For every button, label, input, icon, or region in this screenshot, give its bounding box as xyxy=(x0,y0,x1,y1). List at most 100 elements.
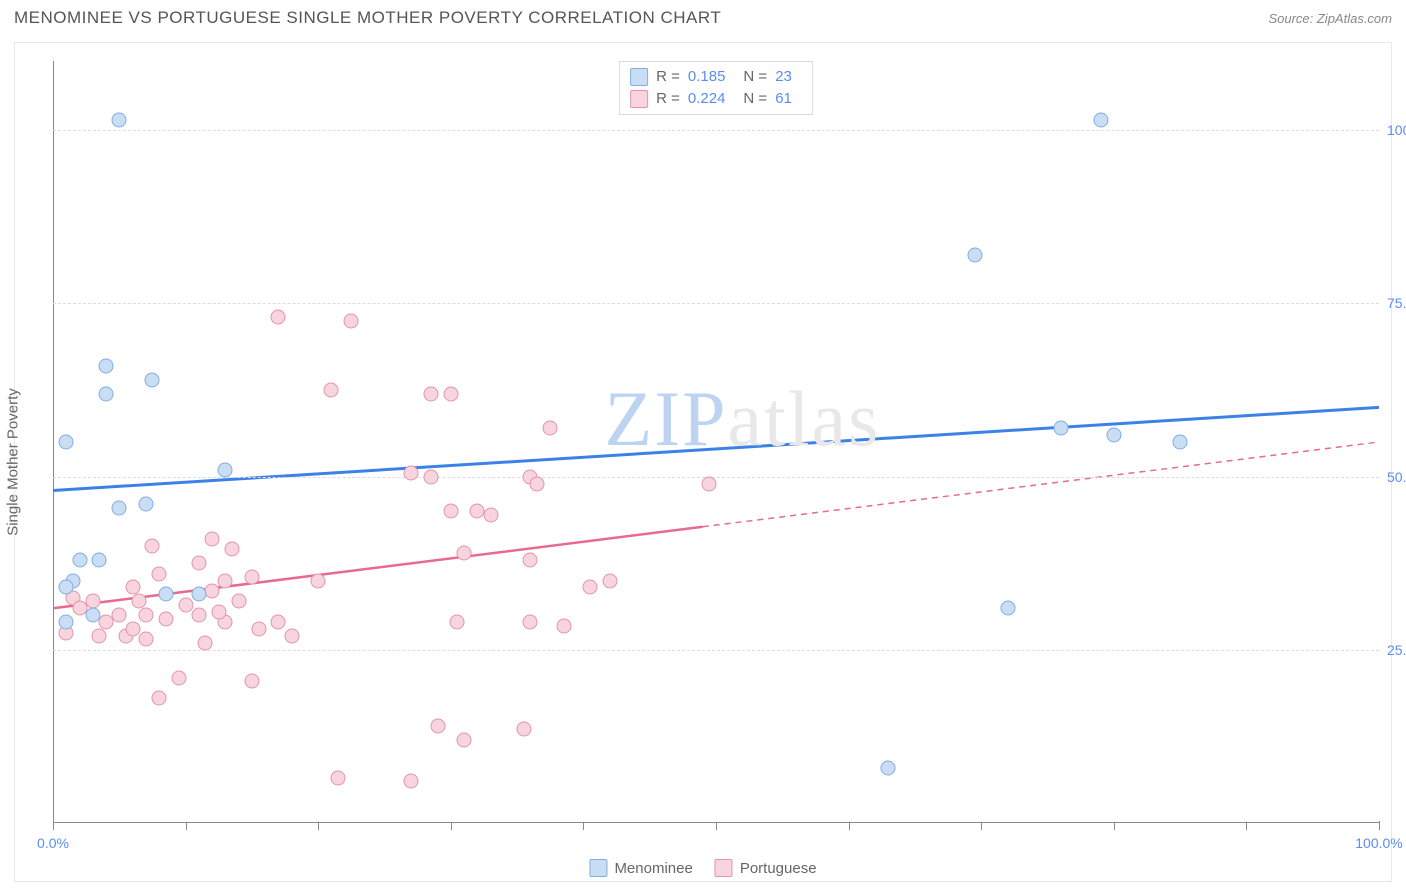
portuguese-marker xyxy=(218,573,233,588)
portuguese-marker xyxy=(523,615,538,630)
portuguese-marker xyxy=(543,421,558,436)
portuguese-marker xyxy=(331,770,346,785)
menominee-marker xyxy=(72,552,87,567)
portuguese-marker xyxy=(191,608,206,623)
portuguese-marker xyxy=(443,386,458,401)
x-tick xyxy=(583,823,584,830)
portuguese-marker xyxy=(271,615,286,630)
x-tick xyxy=(716,823,717,830)
portuguese-marker xyxy=(423,469,438,484)
x-tick xyxy=(451,823,452,830)
portuguese-marker xyxy=(198,635,213,650)
menominee-marker xyxy=(1053,421,1068,436)
menominee-marker xyxy=(59,580,74,595)
portuguese-marker xyxy=(211,604,226,619)
portuguese-marker xyxy=(523,552,538,567)
menominee-marker xyxy=(112,112,127,127)
portuguese-swatch xyxy=(630,90,648,108)
menominee-marker xyxy=(1093,112,1108,127)
grid-line xyxy=(53,650,1379,651)
portuguese-marker xyxy=(152,691,167,706)
r-label: R = xyxy=(656,88,680,110)
portuguese-marker xyxy=(92,628,107,643)
y-tick-label: 100.0% xyxy=(1381,122,1406,138)
chart-container: Single Mother Poverty ZIPatlas R = 0.185… xyxy=(14,42,1392,882)
x-tick-major xyxy=(1379,821,1380,830)
grid-line xyxy=(53,303,1379,304)
portuguese-marker xyxy=(404,774,419,789)
portuguese-marker xyxy=(125,622,140,637)
plot-area: ZIPatlas R = 0.185 N = 23 R = 0.224 N = … xyxy=(53,61,1379,823)
portuguese-n-value: 61 xyxy=(775,88,792,110)
menominee-marker xyxy=(112,500,127,515)
portuguese-marker xyxy=(430,719,445,734)
portuguese-marker xyxy=(423,386,438,401)
legend-item-portuguese: Portuguese xyxy=(715,859,817,877)
menominee-marker xyxy=(967,247,982,262)
portuguese-marker xyxy=(516,722,531,737)
portuguese-label: Portuguese xyxy=(740,860,817,877)
x-tick xyxy=(981,823,982,830)
series-legend: Menominee Portuguese xyxy=(589,859,816,877)
x-tick xyxy=(1114,823,1115,830)
y-tick-label: 50.0% xyxy=(1381,469,1406,485)
source-prefix: Source: xyxy=(1268,11,1316,26)
portuguese-marker xyxy=(205,583,220,598)
portuguese-marker xyxy=(529,476,544,491)
portuguese-marker xyxy=(244,570,259,585)
stats-row-portuguese: R = 0.224 N = 61 xyxy=(630,88,802,110)
portuguese-marker xyxy=(483,507,498,522)
menominee-marker xyxy=(191,587,206,602)
menominee-n-value: 23 xyxy=(775,66,792,88)
portuguese-marker xyxy=(99,615,114,630)
portuguese-r-value: 0.224 xyxy=(688,88,726,110)
portuguese-marker xyxy=(583,580,598,595)
y-tick-label: 75.0% xyxy=(1381,295,1406,311)
x-tick xyxy=(186,823,187,830)
portuguese-marker xyxy=(145,538,160,553)
menominee-marker xyxy=(1173,435,1188,450)
menominee-marker xyxy=(99,358,114,373)
x-tick-label: 0.0% xyxy=(37,835,69,851)
menominee-marker xyxy=(1106,428,1121,443)
menominee-swatch xyxy=(589,859,607,877)
menominee-marker xyxy=(145,372,160,387)
portuguese-marker xyxy=(271,310,286,325)
source-attribution: Source: ZipAtlas.com xyxy=(1268,11,1392,26)
portuguese-marker xyxy=(225,542,240,557)
portuguese-swatch xyxy=(715,859,733,877)
x-tick xyxy=(849,823,850,830)
menominee-marker xyxy=(92,552,107,567)
menominee-marker xyxy=(85,608,100,623)
portuguese-marker xyxy=(324,383,339,398)
source-name: ZipAtlas.com xyxy=(1317,11,1392,26)
portuguese-marker xyxy=(152,566,167,581)
r-label: R = xyxy=(656,66,680,88)
portuguese-marker xyxy=(132,594,147,609)
menominee-marker xyxy=(99,386,114,401)
portuguese-marker xyxy=(171,670,186,685)
portuguese-marker xyxy=(311,573,326,588)
portuguese-marker xyxy=(125,580,140,595)
chart-header: MENOMINEE VS PORTUGUESE SINGLE MOTHER PO… xyxy=(0,0,1406,34)
y-axis-label: Single Mother Poverty xyxy=(5,388,22,536)
x-tick-label: 100.0% xyxy=(1355,835,1402,851)
portuguese-marker xyxy=(404,466,419,481)
portuguese-marker xyxy=(191,556,206,571)
portuguese-marker xyxy=(344,313,359,328)
menominee-marker xyxy=(218,462,233,477)
portuguese-marker xyxy=(702,476,717,491)
menominee-marker xyxy=(59,615,74,630)
portuguese-marker xyxy=(205,531,220,546)
chart-title: MENOMINEE VS PORTUGUESE SINGLE MOTHER PO… xyxy=(14,8,721,28)
menominee-marker xyxy=(158,587,173,602)
portuguese-marker xyxy=(556,618,571,633)
portuguese-marker xyxy=(284,628,299,643)
menominee-r-value: 0.185 xyxy=(688,66,726,88)
x-tick xyxy=(1246,823,1247,830)
portuguese-marker xyxy=(231,594,246,609)
y-tick-label: 25.0% xyxy=(1381,642,1406,658)
portuguese-marker xyxy=(158,611,173,626)
menominee-swatch xyxy=(630,68,648,86)
menominee-marker xyxy=(881,760,896,775)
